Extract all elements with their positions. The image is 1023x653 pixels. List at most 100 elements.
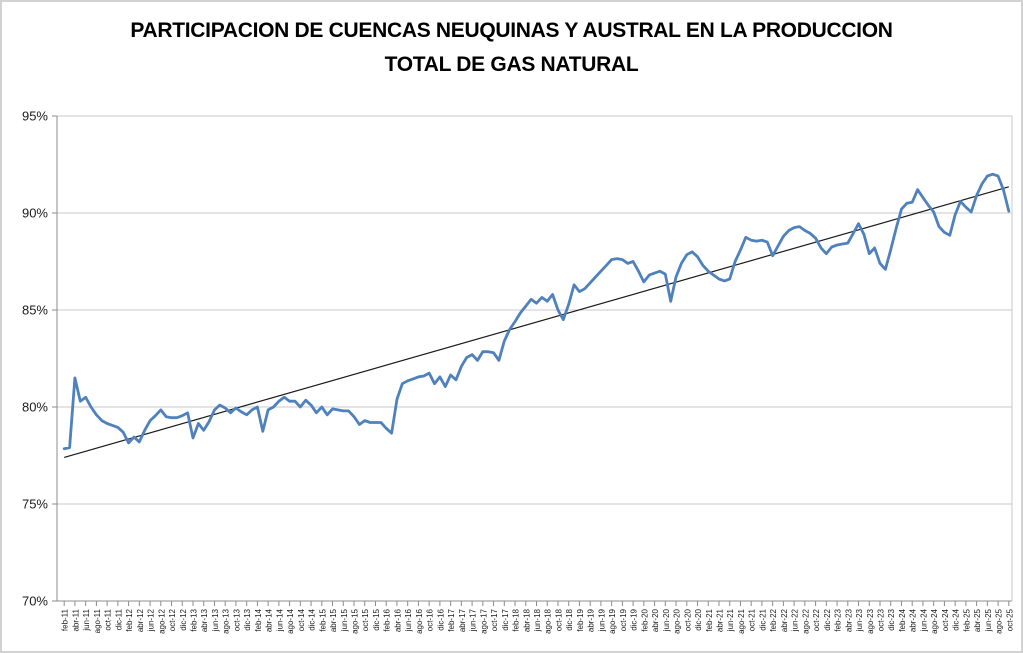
x-tick-label: abr-17 <box>458 608 467 632</box>
trendline <box>64 186 1009 459</box>
x-tick-label: dic-18 <box>565 608 574 630</box>
chart-title: PARTICIPACION DE CUENCAS NEUQUINAS Y AUS… <box>130 19 893 76</box>
x-tick-label: feb-13 <box>189 608 198 631</box>
x-tick-label: jun-16 <box>404 608 413 632</box>
x-tick-label: feb-20 <box>640 608 649 631</box>
x-tick-label: ago-24 <box>930 608 939 633</box>
x-tick-label: feb-21 <box>705 608 714 631</box>
x-tick-label: jun-18 <box>533 608 542 632</box>
x-tick-label: dic-12 <box>179 608 188 630</box>
x-tick-label: dic-20 <box>694 608 703 630</box>
x-tick-label: feb-19 <box>576 608 585 631</box>
x-tick-label: feb-12 <box>125 608 134 631</box>
x-tick-label: feb-14 <box>254 608 263 631</box>
x-tick-label: dic-19 <box>630 608 639 630</box>
x-tick-label: oct-14 <box>297 608 306 631</box>
x-tick-label: jun-20 <box>662 608 671 632</box>
x-tick-label: dic-24 <box>952 608 961 630</box>
x-tick-label: feb-25 <box>962 608 971 631</box>
x-tick-label: ago-18 <box>544 608 553 633</box>
x-tick-label: oct-15 <box>361 608 370 631</box>
x-tick-label: ago-16 <box>415 608 424 633</box>
x-tick-label: oct-17 <box>490 608 499 631</box>
x-tick-label: jun-22 <box>791 608 800 632</box>
x-tick-label: oct-12 <box>168 608 177 631</box>
series-line <box>62 172 1011 451</box>
x-tick-label: ago-19 <box>608 608 617 633</box>
x-tick-label: feb-17 <box>447 608 456 631</box>
x-tick-label: abr-19 <box>587 608 596 632</box>
x-tick-label: feb-24 <box>898 608 907 631</box>
x-tick-label: jun-12 <box>147 608 156 632</box>
x-tick-label: abr-25 <box>973 608 982 632</box>
x-tick-label: abr-12 <box>136 608 145 632</box>
x-tick-label: oct-25 <box>1005 608 1014 631</box>
x-tick-label: jun-24 <box>919 608 928 632</box>
x-tick-label: dic-17 <box>501 608 510 630</box>
x-tick-label: oct-18 <box>554 608 563 631</box>
x-tick-label: abr-18 <box>522 608 531 632</box>
x-tick-label: ago-23 <box>866 608 875 633</box>
x-tick-label: oct-21 <box>748 608 757 631</box>
x-tick-label: oct-24 <box>941 608 950 631</box>
x-tick-label: jun-14 <box>275 608 284 632</box>
x-tick-label: abr-20 <box>651 608 660 632</box>
x-tick-label: ago-17 <box>479 608 488 633</box>
y-tick-label: 75% <box>22 497 48 512</box>
x-tick-label: abr-24 <box>909 608 918 632</box>
x-tick-label: oct-11 <box>104 608 113 630</box>
x-tick-label: ago-11 <box>93 608 102 633</box>
y-tick-label: 80% <box>22 400 48 415</box>
x-tick-label: dic-21 <box>758 608 767 630</box>
x-tick-label: dic-15 <box>372 608 381 630</box>
x-tick-label: dic-11 <box>114 608 123 630</box>
x-tick-label: abr-15 <box>329 608 338 632</box>
x-tick-label: oct-22 <box>812 608 821 631</box>
x-tick-label: oct-20 <box>683 608 692 631</box>
x-tick-label: ago-21 <box>737 608 746 633</box>
x-tick-label: abr-16 <box>393 608 402 632</box>
x-tick-label: ago-13 <box>222 608 231 633</box>
x-tick-label: jun-15 <box>340 608 349 632</box>
y-tick-label: 95% <box>22 109 48 124</box>
x-tick-label: feb-23 <box>834 608 843 631</box>
x-tick-label: jun-19 <box>597 608 606 632</box>
x-tick-label: feb-22 <box>769 608 778 631</box>
x-tick-label: oct-19 <box>619 608 628 631</box>
x-tick-label: ago-12 <box>157 608 166 633</box>
x-tick-label: dic-16 <box>436 608 445 630</box>
x-tick-label: dic-14 <box>308 608 317 630</box>
x-tick-label: abr-22 <box>780 608 789 632</box>
x-tick-label: feb-18 <box>512 608 521 631</box>
x-tick-label: ago-22 <box>801 608 810 633</box>
x-tick-label: jun-23 <box>855 608 864 632</box>
y-tick-label: 70% <box>22 594 48 609</box>
x-tick-label: jun-17 <box>469 608 478 632</box>
x-tick-label: oct-13 <box>232 608 241 631</box>
x-tick-label: jun-13 <box>211 608 220 632</box>
x-tick-label: oct-16 <box>426 608 435 631</box>
x-tick-label: feb-15 <box>318 608 327 631</box>
x-tick-label: ago-25 <box>995 608 1004 633</box>
x-tick-label: jun-11 <box>82 608 91 631</box>
x-tick-label: abr-23 <box>844 608 853 632</box>
x-tick-label: abr-13 <box>200 608 209 632</box>
x-tick-label: dic-23 <box>887 608 896 630</box>
y-tick-label: 90% <box>22 206 48 221</box>
x-tick-label: dic-22 <box>823 608 832 630</box>
x-tick-label: ago-15 <box>351 608 360 633</box>
x-tick-label: abr-14 <box>265 608 274 632</box>
x-tick-label: jun-21 <box>726 608 735 632</box>
y-tick-label: 85% <box>22 303 48 318</box>
x-tick-label: ago-20 <box>673 608 682 633</box>
x-tick-label: dic-13 <box>243 608 252 630</box>
x-tick-label: oct-23 <box>877 608 886 631</box>
x-tick-label: feb-11 <box>61 608 70 631</box>
x-tick-label: ago-14 <box>286 608 295 633</box>
x-tick-label: abr-21 <box>715 608 724 632</box>
x-tick-label: jun-25 <box>984 608 993 632</box>
x-tick-label: feb-16 <box>383 608 392 631</box>
x-tick-label: abr-11 <box>71 608 80 631</box>
